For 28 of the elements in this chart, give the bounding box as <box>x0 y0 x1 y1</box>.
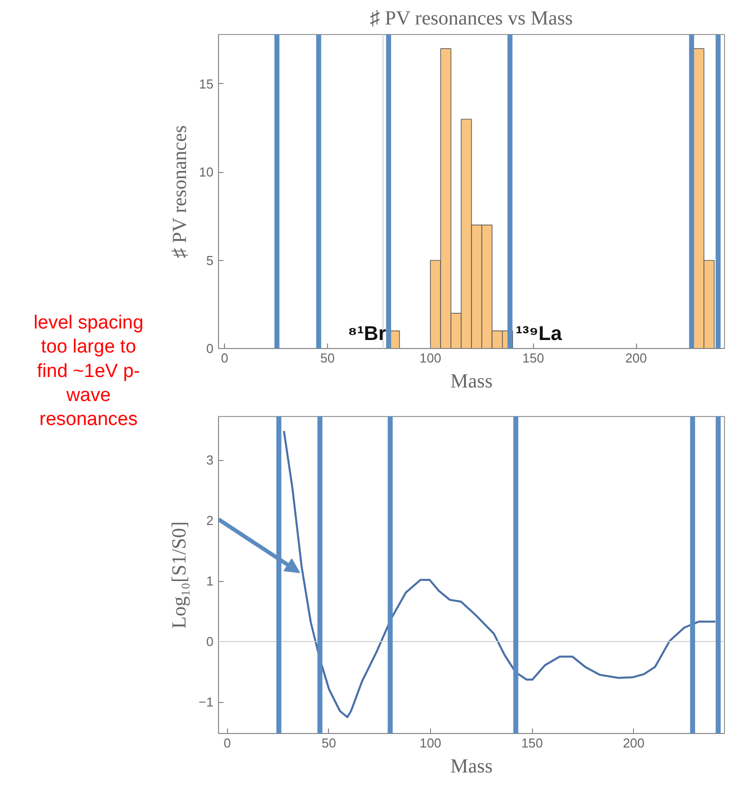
x-tick-label: 150 <box>521 736 543 750</box>
y-tick-label: 2 <box>206 513 214 528</box>
x-tick-label: 50 <box>320 350 335 366</box>
y-tick-label: 5 <box>206 252 214 268</box>
x-tick-label: 50 <box>322 736 336 750</box>
y-tick-label: 0 <box>206 634 214 650</box>
x-tick-label: 200 <box>622 736 645 750</box>
x-tick-label: 100 <box>420 736 442 750</box>
y-axis-title: ♯ PV resonances <box>169 124 192 258</box>
y-tick-label: 3 <box>206 452 214 468</box>
chart-title: ♯ PV resonances vs Mass <box>370 8 574 30</box>
y-tick-label: 1 <box>206 574 214 589</box>
x-tick-label: 150 <box>522 350 544 366</box>
x-axis-title: Mass <box>450 756 493 778</box>
x-tick-label: 200 <box>625 350 647 366</box>
x-axis-title: Mass <box>450 370 493 392</box>
annotation: ¹³⁹La <box>516 322 563 345</box>
x-tick-label: 0 <box>221 350 228 366</box>
y-tick-label: 15 <box>199 76 214 92</box>
y-tick-label: 0 <box>206 341 214 356</box>
annotation: ⁸¹Br <box>348 322 386 345</box>
x-tick-label: 100 <box>420 350 442 366</box>
x-tick-label: 0 <box>224 736 231 750</box>
y-tick-label: 10 <box>199 164 214 180</box>
line-series <box>282 430 716 718</box>
text: level spacing too large to find ~1eV p- wave resonances <box>34 312 144 430</box>
y-axis-title: Log₁₀[S1/S0] <box>168 521 191 629</box>
y-tick-label: −1 <box>198 694 214 710</box>
